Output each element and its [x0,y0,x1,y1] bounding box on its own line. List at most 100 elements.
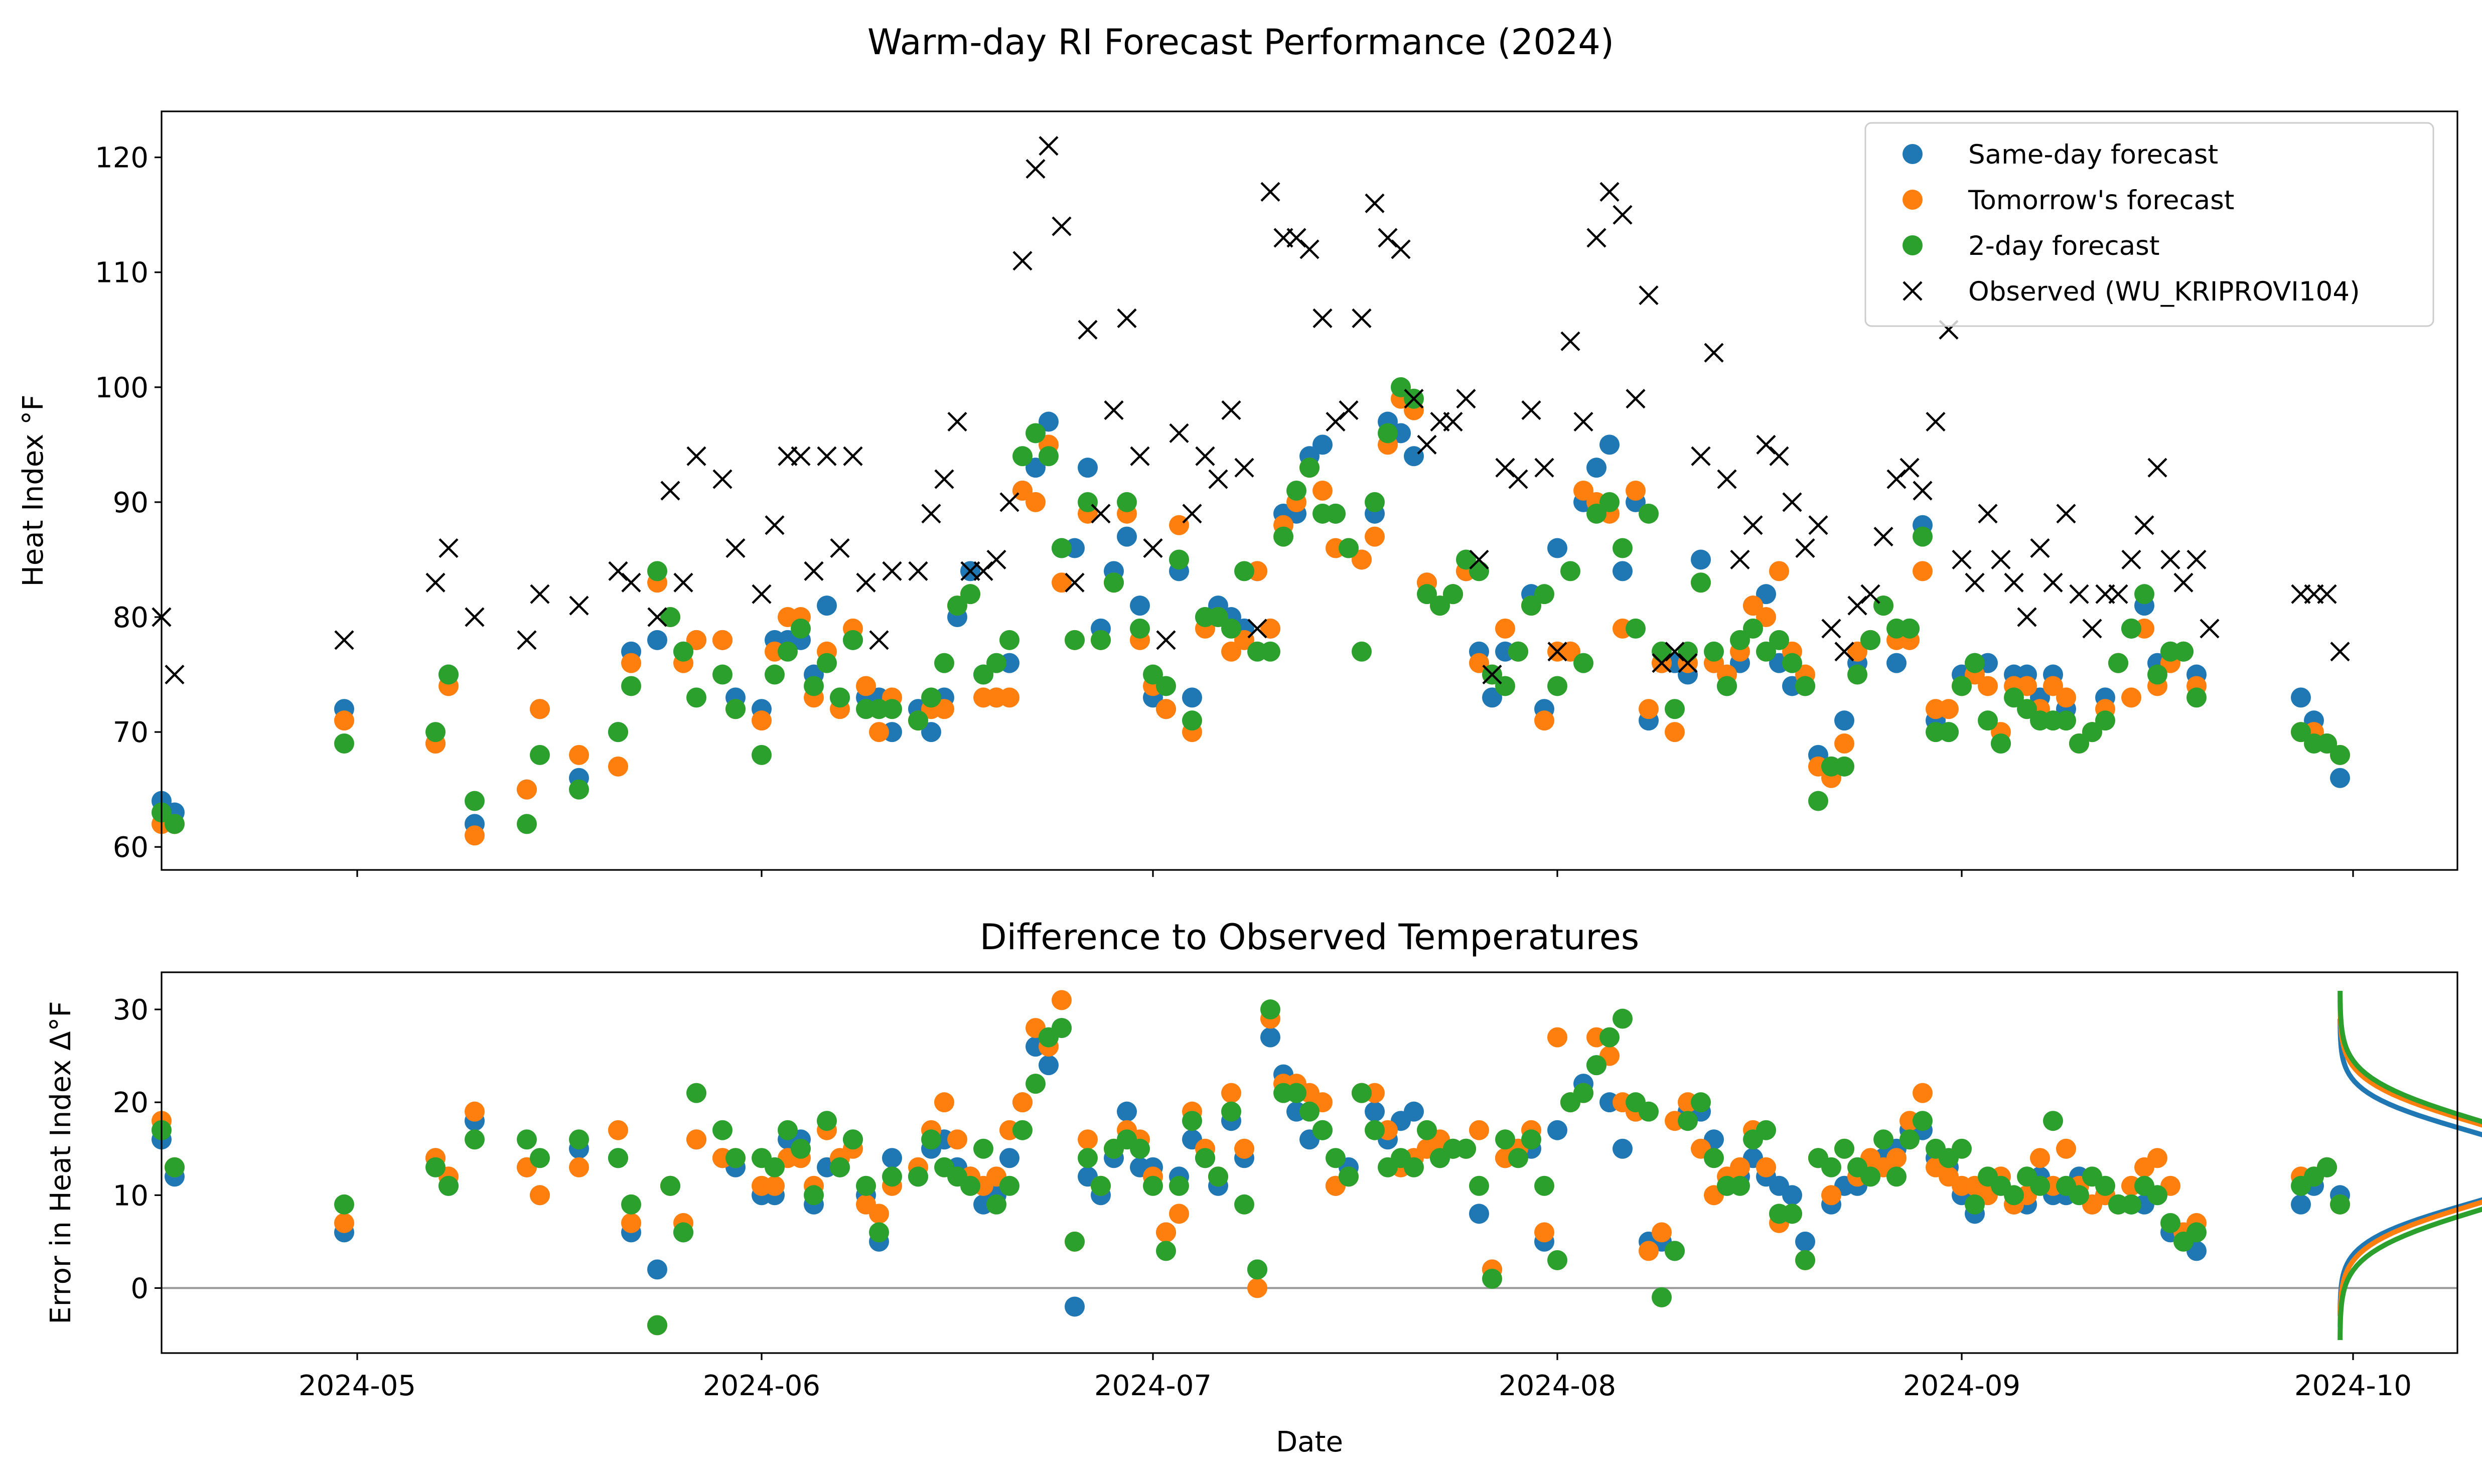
observed-point [1717,469,1737,489]
forecast-point [752,710,772,731]
forecast-point [2030,1175,2050,1196]
forecast-point [1704,1148,1724,1168]
forecast-point [1834,1138,1854,1159]
forecast-point [1078,458,1098,478]
forecast-point [752,745,772,765]
forecast-point [1886,653,1907,673]
forecast-point [686,630,706,650]
forecast-point [165,814,185,834]
forecast-point [1143,664,1163,685]
legend-marker [1903,235,1923,255]
forecast-point [921,722,941,743]
forecast-point [1834,710,1854,731]
forecast-point [1234,561,1254,581]
forecast-point [2004,1185,2024,1206]
heat-index-ytick-label: 80 [113,602,149,634]
forecast-point [1208,607,1228,627]
forecast-point [1456,1138,1476,1159]
forecast-point [1534,1175,1554,1196]
observed-point [1521,400,1541,420]
forecast-point [999,687,1019,708]
observed-point [1991,549,2011,570]
forecast-point [1339,1166,1359,1187]
date-xtick-label: 2024-08 [1499,1370,1616,1402]
forecast-point [1743,618,1763,639]
forecast-point [1260,641,1280,662]
forecast-point [856,1175,876,1196]
forecast-point [1221,641,1241,662]
observed-point [752,584,772,604]
forecast-point [425,1157,446,1177]
forecast-point [1534,710,1554,731]
observed-point [1195,446,1215,466]
forecast-point [1847,641,1867,662]
forecast-point [2043,676,2063,696]
forecast-point [1273,526,1293,547]
forecast-point [2291,1194,2311,1215]
forecast-point [1939,699,1959,719]
forecast-point [1026,458,1046,478]
forecast-point [569,745,589,765]
observed-point [2186,549,2207,570]
error-panel-title: Difference to Observed Temperatures [980,917,1640,958]
forecast-point [673,641,693,662]
observed-point [1560,331,1580,351]
forecast-point [765,1175,785,1196]
forecast-point [647,1259,667,1280]
error-marks [152,990,2482,1341]
forecast-point [1547,676,1567,696]
observed-point [2082,619,2102,639]
forecast-point [1652,1222,1672,1243]
observed-point [1926,411,1946,432]
forecast-point [1573,481,1593,501]
forecast-point [1965,653,1985,673]
observed-point [1639,285,1659,306]
forecast-point [1182,710,1202,731]
forecast-point [1286,1083,1306,1103]
observed-point [2043,572,2063,592]
forecast-point [869,1222,889,1243]
forecast-point [608,1148,628,1168]
forecast-point [1234,1138,1254,1159]
forecast-point [1130,596,1150,616]
forecast-point [856,676,876,696]
forecast-point [1730,1175,1750,1196]
observed-point [673,572,693,592]
observed-point [1391,239,1411,259]
heat-index-plot-frame [161,110,2458,871]
legend-label: Observed (WU_KRIPROVI104) [1968,276,2360,307]
error-plot-frame [161,971,2458,1354]
error-density-curve-same-day-forecast [2338,1018,2482,1316]
forecast-point [165,1157,185,1177]
observed-point [843,446,863,466]
legend-marker [1903,144,1923,164]
observed-point [1169,423,1189,443]
forecast-point [1443,584,1463,605]
forecast-point [1169,1175,1189,1196]
forecast-point [647,630,667,650]
forecast-point [999,1175,1019,1196]
forecast-point [1534,1222,1554,1243]
forecast-point [334,1213,354,1233]
forecast-point [1365,492,1385,512]
forecast-point [1704,641,1724,662]
forecast-point [882,699,902,719]
forecast-point [1326,1148,1346,1168]
forecast-point [1039,411,1059,432]
forecast-point [1652,1287,1672,1307]
observed-point [869,630,889,650]
error-ytick-label: 30 [113,994,149,1026]
forecast-point [1639,503,1659,524]
forecast-point [1221,618,1241,639]
forecast-point [2186,687,2207,708]
forecast-point [1613,561,1633,581]
observed-point [1952,549,1972,570]
forecast-point [1639,1241,1659,1261]
observed-point [1691,446,1711,466]
forecast-point [725,1148,746,1168]
forecast-point [1534,584,1554,605]
forecast-point [1860,630,1880,650]
forecast-point [1560,641,1580,662]
forecast-point [830,687,850,708]
observed-point [1182,504,1202,524]
